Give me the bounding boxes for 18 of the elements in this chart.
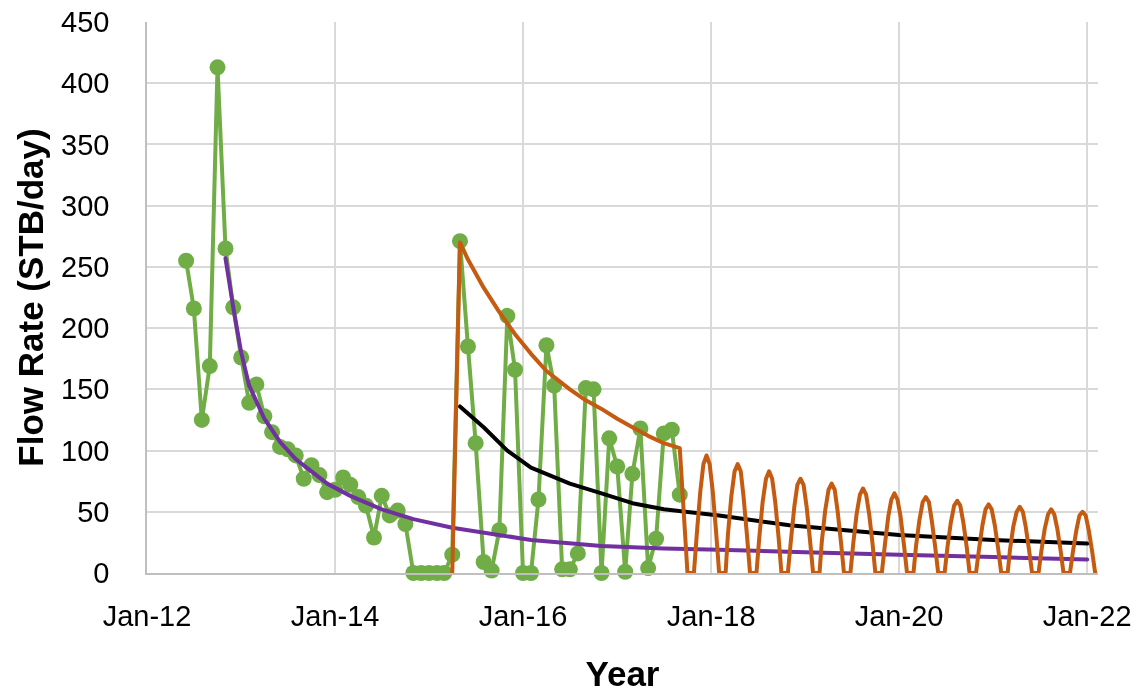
y-tick-label: 300 [61, 189, 110, 222]
y-tick-label: 100 [61, 434, 110, 467]
x-tick-label: Jan-18 [666, 599, 756, 632]
x-tick-label: Jan-12 [102, 599, 192, 632]
x-tick-label: Jan-20 [854, 599, 944, 632]
y-tick-label: 250 [61, 251, 110, 284]
x-tick-label: Jan-22 [1042, 599, 1132, 632]
y-tick-label: 50 [77, 495, 110, 528]
y-tick-label: 0 [93, 557, 110, 590]
x-axis-title: Year [585, 654, 660, 693]
y-tick-label: 400 [61, 67, 110, 100]
y-tick-label: 350 [61, 128, 110, 161]
y-tick-label: 200 [61, 312, 110, 345]
y-tick-label: 150 [61, 373, 110, 406]
y-axis-title: Flow Rate (STB/day) [10, 128, 50, 467]
y-tick-label: 450 [61, 6, 110, 39]
x-tick-label: Jan-16 [478, 599, 568, 632]
x-tick-label: Jan-14 [290, 599, 380, 632]
